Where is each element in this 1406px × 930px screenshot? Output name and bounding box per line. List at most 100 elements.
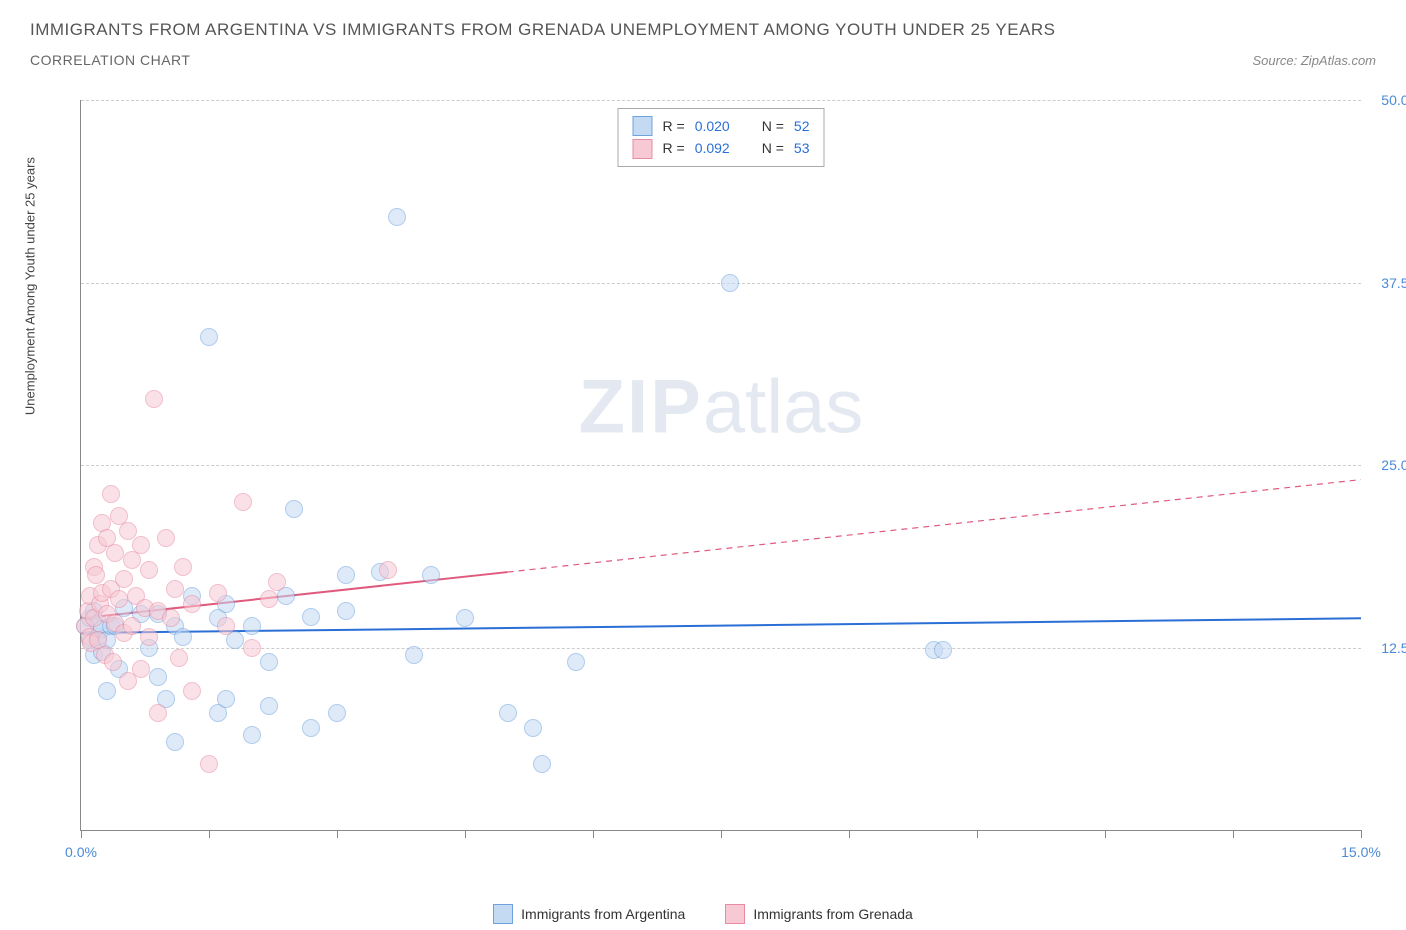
data-point-grenada (132, 536, 150, 554)
stat-r-value: 0.020 (695, 115, 730, 137)
data-point-argentina (337, 602, 355, 620)
data-point-argentina (243, 617, 261, 635)
data-point-argentina (174, 628, 192, 646)
plot-area: ZIPatlas R = 0.020N = 52R = 0.092N = 53 … (80, 100, 1361, 831)
data-point-grenada (123, 617, 141, 635)
data-point-grenada (140, 628, 158, 646)
data-point-argentina (567, 653, 585, 671)
data-point-grenada (106, 544, 124, 562)
data-point-grenada (174, 558, 192, 576)
data-point-grenada (104, 653, 122, 671)
data-point-grenada (217, 617, 235, 635)
data-point-grenada (162, 609, 180, 627)
data-point-argentina (422, 566, 440, 584)
y-tick-label: 50.0% (1381, 92, 1406, 108)
legend-item-argentina: Immigrants from Argentina (493, 904, 685, 924)
data-point-grenada (268, 573, 286, 591)
x-tick (337, 830, 338, 838)
data-point-grenada (200, 755, 218, 773)
data-point-grenada (145, 390, 163, 408)
stat-row-grenada: R = 0.092 N = 53 (633, 137, 810, 159)
data-point-grenada (243, 639, 261, 657)
data-point-argentina (499, 704, 517, 722)
stat-n-label: N = (762, 115, 784, 137)
data-point-grenada (166, 580, 184, 598)
plot-wrapper: Unemployment Among Youth under 25 years … (60, 100, 1380, 870)
data-point-argentina (302, 608, 320, 626)
data-point-argentina (524, 719, 542, 737)
data-point-grenada (209, 584, 227, 602)
data-point-grenada (132, 660, 150, 678)
data-point-grenada (102, 485, 120, 503)
x-label-left: 0.0% (65, 844, 97, 860)
data-point-grenada (140, 561, 158, 579)
stat-row-argentina: R = 0.020N = 52 (633, 115, 810, 137)
data-point-grenada (170, 649, 188, 667)
stats-legend: R = 0.020N = 52R = 0.092N = 53 (618, 108, 825, 167)
data-point-grenada (115, 570, 133, 588)
stat-n-label: N = (762, 137, 784, 159)
data-point-argentina (166, 733, 184, 751)
data-point-argentina (456, 609, 474, 627)
y-tick-label: 37.5% (1381, 275, 1406, 291)
gridline-h (81, 465, 1361, 466)
source-label: Source: ZipAtlas.com (1252, 53, 1376, 68)
gridline-h (81, 648, 1361, 649)
legend-label: Immigrants from Grenada (753, 906, 913, 922)
data-point-grenada (234, 493, 252, 511)
chart-title: IMMIGRANTS FROM ARGENTINA VS IMMIGRANTS … (30, 20, 1376, 40)
data-point-grenada (260, 590, 278, 608)
x-tick (849, 830, 850, 838)
data-point-argentina (260, 653, 278, 671)
stat-r-value: 0.092 (695, 137, 730, 159)
y-axis-title: Unemployment Among Youth under 25 years (23, 157, 38, 415)
data-point-argentina (200, 328, 218, 346)
data-point-argentina (285, 500, 303, 518)
legend-item-grenada: Immigrants from Grenada (725, 904, 913, 924)
trend-line-argentina (81, 618, 1361, 633)
data-point-argentina (260, 697, 278, 715)
x-tick (81, 830, 82, 838)
x-tick (1105, 830, 1106, 838)
data-point-grenada (183, 595, 201, 613)
data-point-grenada (149, 704, 167, 722)
watermark: ZIPatlas (579, 363, 864, 450)
data-point-argentina (328, 704, 346, 722)
x-tick (209, 830, 210, 838)
legend-swatch-argentina (493, 904, 513, 924)
x-tick (721, 830, 722, 838)
data-point-argentina (934, 641, 952, 659)
data-point-argentina (98, 682, 116, 700)
legend-swatch-grenada (725, 904, 745, 924)
x-tick (593, 830, 594, 838)
data-point-grenada (110, 590, 128, 608)
data-point-grenada (379, 561, 397, 579)
swatch-argentina (633, 116, 653, 136)
data-point-argentina (302, 719, 320, 737)
x-tick (465, 830, 466, 838)
x-tick (1233, 830, 1234, 838)
y-tick-label: 12.5% (1381, 640, 1406, 656)
stat-r-label: R = (663, 137, 685, 159)
data-point-argentina (721, 274, 739, 292)
data-point-argentina (388, 208, 406, 226)
data-point-grenada (157, 529, 175, 547)
x-label-right: 15.0% (1341, 844, 1381, 860)
gridline-h (81, 100, 1361, 101)
x-tick (977, 830, 978, 838)
x-tick (1361, 830, 1362, 838)
data-point-argentina (405, 646, 423, 664)
stat-n-value: 53 (794, 137, 810, 159)
chart-subtitle: CORRELATION CHART (30, 52, 190, 68)
data-point-argentina (243, 726, 261, 744)
data-point-argentina (533, 755, 551, 773)
swatch-grenada (633, 139, 653, 159)
stat-r-label: R = (663, 115, 685, 137)
data-point-argentina (337, 566, 355, 584)
trend-line-dashed-grenada (508, 480, 1361, 572)
data-point-argentina (217, 690, 235, 708)
data-point-argentina (149, 668, 167, 686)
data-point-grenada (87, 566, 105, 584)
data-point-grenada (119, 522, 137, 540)
series-legend: Immigrants from Argentina Immigrants from… (0, 904, 1406, 924)
